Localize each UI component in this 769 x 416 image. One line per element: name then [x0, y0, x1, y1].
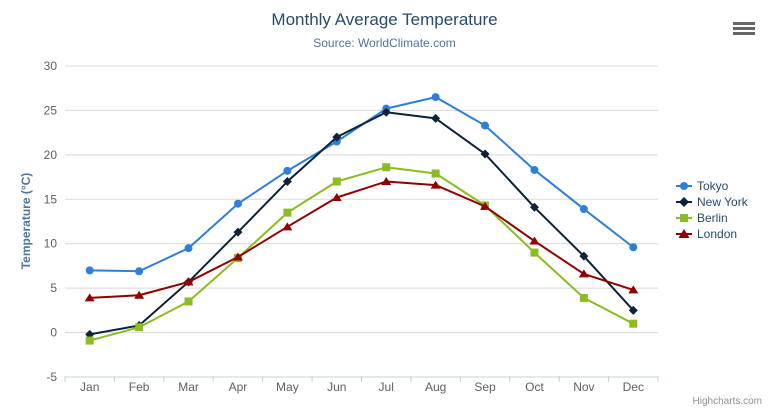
- data-point-berlin-4[interactable]: [283, 208, 292, 217]
- data-point-tokyo-11[interactable]: [629, 243, 638, 252]
- data-point-new-york-5[interactable]: [332, 132, 342, 142]
- y-axis-label: 30: [44, 59, 58, 73]
- legend-label-london: London: [697, 227, 738, 241]
- hamburger-menu-button[interactable]: [733, 22, 755, 37]
- x-axis-label: Nov: [573, 380, 594, 394]
- hamburger-menu-icon: [733, 27, 755, 30]
- x-axis-label: Jan: [80, 380, 99, 394]
- x-axis-label: Apr: [229, 380, 248, 394]
- data-point-new-york-6[interactable]: [381, 107, 391, 117]
- data-point-new-york-3[interactable]: [233, 227, 243, 237]
- legend-item-berlin[interactable]: Berlin: [676, 210, 748, 226]
- x-axis-label: Mar: [178, 380, 199, 394]
- data-point-london-10[interactable]: [578, 269, 589, 278]
- series-line-berlin: [88, 166, 635, 342]
- hamburger-menu-icon: [733, 32, 755, 35]
- data-point-tokyo-2[interactable]: [184, 244, 193, 253]
- data-point-tokyo-8[interactable]: [481, 121, 490, 130]
- x-axis-label: Feb: [129, 380, 150, 394]
- credits-link[interactable]: Highcharts.com: [692, 396, 762, 407]
- data-point-new-york-11[interactable]: [628, 305, 638, 315]
- data-point-london-5[interactable]: [331, 193, 342, 202]
- data-point-tokyo-7[interactable]: [431, 93, 440, 102]
- data-point-tokyo-0[interactable]: [85, 266, 94, 275]
- y-axis-label: -5: [46, 370, 57, 384]
- legend-marker-berlin: [676, 214, 692, 222]
- data-point-berlin-6[interactable]: [382, 163, 391, 172]
- data-point-tokyo-10[interactable]: [579, 205, 588, 214]
- data-point-berlin-10[interactable]: [579, 293, 588, 302]
- y-axis-title: Temperature (°C): [19, 172, 33, 270]
- data-point-london-0[interactable]: [84, 293, 95, 302]
- data-point-london-1[interactable]: [134, 290, 145, 299]
- data-point-london-11[interactable]: [628, 285, 639, 294]
- data-point-berlin-7[interactable]: [431, 169, 440, 178]
- data-point-london-9[interactable]: [529, 236, 540, 245]
- y-axis-label: 5: [50, 281, 57, 295]
- data-point-berlin-2[interactable]: [184, 297, 193, 306]
- series-line-london: [88, 180, 635, 299]
- data-point-london-4[interactable]: [282, 222, 293, 231]
- legend: Tokyo New York Berlin London: [676, 178, 748, 242]
- data-point-london-7[interactable]: [430, 180, 441, 189]
- legend-marker-new-york: [676, 197, 692, 207]
- data-point-berlin-0[interactable]: [85, 336, 94, 345]
- legend-marker-london: [676, 229, 692, 238]
- x-axis-label: Aug: [425, 380, 446, 394]
- data-point-new-york-9[interactable]: [529, 202, 539, 212]
- x-axis-label: Jun: [327, 380, 346, 394]
- data-point-berlin-5[interactable]: [332, 177, 341, 186]
- chart-subtitle: Source: WorldClimate.com: [313, 36, 456, 50]
- legend-label-new-york: New York: [697, 195, 748, 209]
- legend-item-new-york[interactable]: New York: [676, 194, 748, 210]
- data-point-new-york-7[interactable]: [431, 113, 441, 123]
- data-point-new-york-8[interactable]: [480, 149, 490, 159]
- legend-label-tokyo: Tokyo: [697, 179, 729, 193]
- chart-title: Monthly Average Temperature: [271, 10, 498, 29]
- data-point-london-2[interactable]: [183, 277, 194, 286]
- data-point-tokyo-1[interactable]: [135, 267, 144, 276]
- data-point-berlin-9[interactable]: [530, 248, 539, 257]
- y-axis-label: 0: [50, 326, 57, 340]
- series-line-new-york: [88, 111, 635, 336]
- y-axis-label: 20: [44, 148, 58, 162]
- data-point-tokyo-3[interactable]: [233, 199, 242, 208]
- x-axis-label: Dec: [623, 380, 644, 394]
- legend-item-london[interactable]: London: [676, 226, 748, 242]
- x-axis-label: Oct: [525, 380, 544, 394]
- data-point-berlin-1[interactable]: [135, 323, 144, 332]
- legend-marker-tokyo: [676, 182, 692, 190]
- data-point-london-6[interactable]: [381, 177, 392, 186]
- legend-item-tokyo[interactable]: Tokyo: [676, 178, 748, 194]
- data-point-london-8[interactable]: [480, 201, 491, 210]
- legend-label-berlin: Berlin: [697, 211, 728, 225]
- data-point-tokyo-9[interactable]: [530, 165, 539, 174]
- hamburger-menu-icon: [733, 22, 755, 25]
- y-axis-label: 10: [44, 237, 58, 251]
- y-axis-label: 25: [44, 103, 58, 117]
- series-line-tokyo: [88, 96, 635, 273]
- y-axis-label: 15: [44, 192, 58, 206]
- data-point-london-3[interactable]: [232, 252, 243, 261]
- x-axis-label: Jul: [379, 380, 394, 394]
- x-axis-label: Sep: [474, 380, 496, 394]
- data-point-berlin-11[interactable]: [629, 319, 638, 328]
- data-point-tokyo-4[interactable]: [283, 166, 292, 175]
- x-axis-label: May: [276, 380, 299, 394]
- data-point-new-york-10[interactable]: [579, 251, 589, 261]
- data-point-new-york-4[interactable]: [282, 177, 292, 187]
